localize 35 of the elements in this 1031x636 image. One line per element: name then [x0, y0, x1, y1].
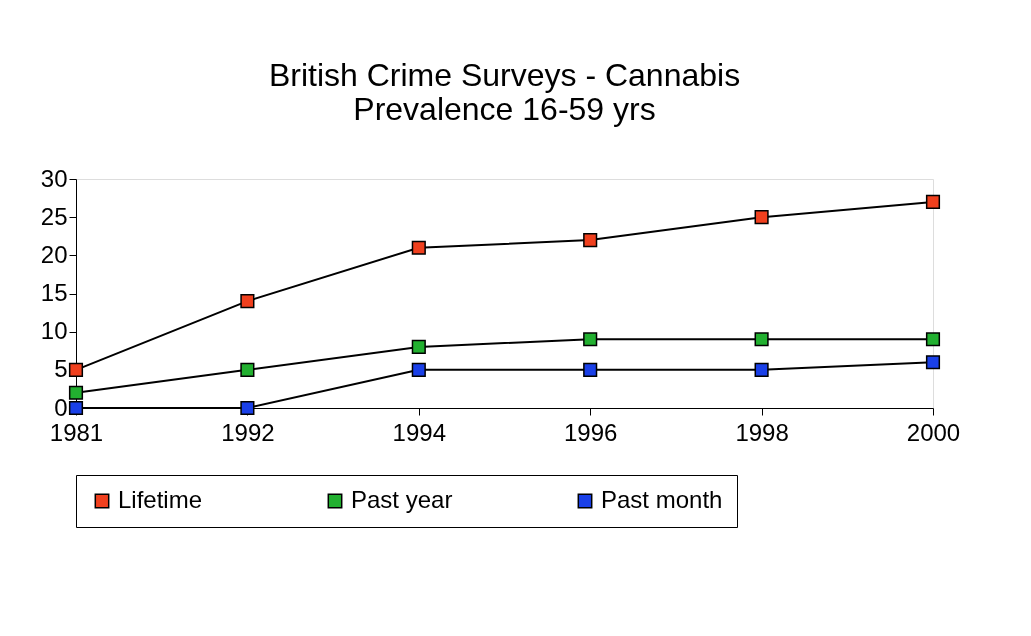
- point: [754, 332, 769, 347]
- point: [411, 362, 426, 377]
- point: [240, 362, 255, 377]
- y-tick-label: 5: [54, 355, 68, 383]
- point: [583, 362, 598, 377]
- point: [240, 294, 255, 309]
- point: [583, 332, 598, 347]
- point: [411, 240, 426, 255]
- legend-label: Past month: [601, 486, 723, 513]
- y-tick-label: 20: [40, 240, 68, 268]
- point: [68, 362, 84, 377]
- point: [68, 385, 84, 400]
- x-tick-label: 2000: [906, 418, 961, 446]
- y-tick-label: 0: [54, 393, 68, 421]
- legend-label: Lifetime: [118, 486, 203, 513]
- x-tick-label: 1994: [392, 418, 446, 446]
- y-tick-label: 15: [40, 279, 68, 306]
- point: [925, 355, 941, 370]
- point: [240, 400, 255, 416]
- legend-label: Past year: [351, 486, 453, 513]
- x-tick-label: 1998: [735, 418, 789, 446]
- y-tick-label: 25: [40, 202, 68, 230]
- chart-title: British Crime Surveys - Cannabis Prevalence 16-59 yrs: [268, 57, 741, 127]
- point: [583, 232, 598, 248]
- point: [925, 194, 941, 209]
- x-tick-label: 1981: [49, 418, 104, 446]
- point: [754, 362, 769, 377]
- x-tick-label: 1992: [221, 418, 275, 446]
- point: [754, 210, 769, 225]
- point: [68, 400, 84, 416]
- x-tick-label: 1996: [564, 418, 618, 446]
- y-tick-label: 30: [40, 164, 68, 192]
- point: [925, 332, 941, 347]
- point: [411, 339, 426, 355]
- y-tick-label: 10: [40, 317, 68, 345]
